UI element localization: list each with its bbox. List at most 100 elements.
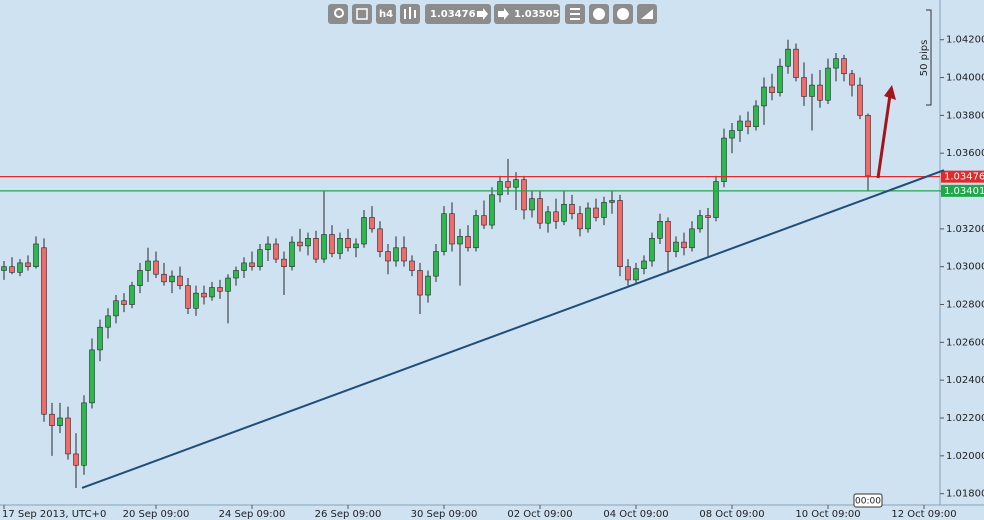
toolbar: h4 1.03476 1.03505: [328, 4, 657, 24]
y-tick-label: 1.02600: [946, 337, 984, 348]
price-tag: [941, 170, 984, 183]
icon: [570, 8, 580, 20]
icon: [641, 9, 653, 19]
annotation-arrowhead: [884, 85, 896, 100]
candle-body: [137, 270, 143, 286]
candle-body: [345, 238, 351, 249]
candle-body: [825, 67, 831, 101]
candle-body: [721, 137, 727, 182]
candle-body: [369, 217, 375, 230]
candle-body: [649, 238, 655, 262]
y-tick-label: 1.04200: [946, 35, 984, 46]
candle-body: [481, 215, 487, 226]
candle-body: [209, 287, 215, 298]
annotation-arrow: [876, 94, 892, 179]
candle-body: [641, 260, 647, 269]
x-tick-label: 24 Sep 09:00: [219, 509, 286, 520]
y-tick-label: 1.03200: [946, 224, 984, 235]
candle-body: [225, 277, 231, 292]
y-tick-label: 1.03600: [946, 148, 984, 159]
candle-body: [169, 275, 175, 283]
candle-body: [577, 213, 583, 230]
x-tick-label: 20 Sep 09:00: [123, 509, 190, 520]
candle-body: [433, 251, 439, 277]
timeframe-button[interactable]: [376, 4, 396, 24]
price-tag: [941, 184, 984, 197]
candle-body: [585, 207, 591, 230]
crosshair-time: 00:00: [855, 497, 881, 507]
candle-body: [561, 203, 567, 222]
candle-body: [801, 77, 807, 97]
ask-price: 1.03505: [514, 9, 560, 20]
candle-body: [785, 48, 791, 67]
candle-body: [185, 285, 191, 309]
candle-body: [409, 260, 415, 271]
candle-body: [457, 236, 463, 245]
candle-body: [201, 292, 207, 298]
y-tick-label: 1.03000: [946, 262, 984, 273]
candle-body: [49, 413, 55, 426]
candle-body: [361, 217, 367, 245]
x-tick-label: 12 Oct 09:00: [891, 509, 956, 520]
candle-body: [777, 65, 783, 93]
candle-body: [97, 326, 103, 351]
candle-body: [249, 262, 255, 267]
x-tick-label: 17 Sep 2013, UTC+0: [2, 509, 106, 520]
candle-body: [257, 249, 263, 267]
candle-body: [553, 211, 559, 222]
y-tick-label: 1.01800: [946, 489, 984, 500]
candle-body: [393, 247, 399, 262]
candle-body: [145, 260, 151, 271]
candle-body: [81, 402, 87, 466]
candle-body: [833, 58, 839, 69]
candle-body: [57, 417, 63, 426]
candle-body: [129, 285, 135, 305]
candle-body: [657, 220, 663, 239]
candle-body: [521, 179, 527, 211]
candle-body: [809, 84, 815, 97]
icon: [617, 8, 629, 20]
candle-body: [465, 236, 471, 249]
trendline: [81, 169, 945, 489]
y-tick-label: 1.04000: [946, 73, 984, 84]
candle-body: [1, 266, 7, 271]
candle-body: [161, 273, 167, 283]
icon: [477, 8, 488, 20]
icon: h4: [379, 9, 393, 20]
candle-body: [793, 48, 799, 78]
candle-body: [289, 241, 295, 267]
y-tick-label: 1.03800: [946, 110, 984, 121]
candle-body: [609, 200, 615, 203]
x-tick-label: 10 Oct 09:00: [795, 509, 860, 520]
zoom-button[interactable]: [328, 4, 348, 24]
sell-button[interactable]: [425, 4, 491, 24]
ruler: [926, 9, 932, 106]
candle-body: [313, 238, 319, 260]
candle-body: [673, 241, 679, 252]
candle-body: [473, 215, 479, 249]
icon: [498, 8, 509, 20]
candle-body: [153, 260, 159, 275]
price-tag-label: 1.03476: [944, 172, 984, 183]
candle-body: [265, 243, 271, 250]
candle-body: [489, 194, 495, 226]
candle-body: [601, 202, 607, 218]
candle-body: [545, 211, 551, 224]
candle-body: [105, 315, 111, 328]
buy-button[interactable]: [494, 4, 560, 24]
plot: 1.01800 1.02000 1.02200 1.02400 1.02600 1.028…: [0, 35, 984, 520]
ruler-label: 50 pips: [919, 40, 930, 77]
candle-body: [217, 287, 223, 292]
x-tick-label: 04 Oct 09:00: [603, 509, 668, 520]
candle-body: [297, 241, 303, 247]
candle-body: [745, 120, 751, 128]
candle-body: [841, 58, 847, 75]
candle-body: [625, 266, 631, 281]
settings-button[interactable]: [352, 4, 372, 24]
candle-body: [177, 275, 183, 286]
x-tick-label: 26 Sep 09:00: [315, 509, 382, 520]
candle-body: [769, 86, 775, 93]
candle-body: [385, 251, 391, 262]
candle-body: [241, 262, 247, 271]
